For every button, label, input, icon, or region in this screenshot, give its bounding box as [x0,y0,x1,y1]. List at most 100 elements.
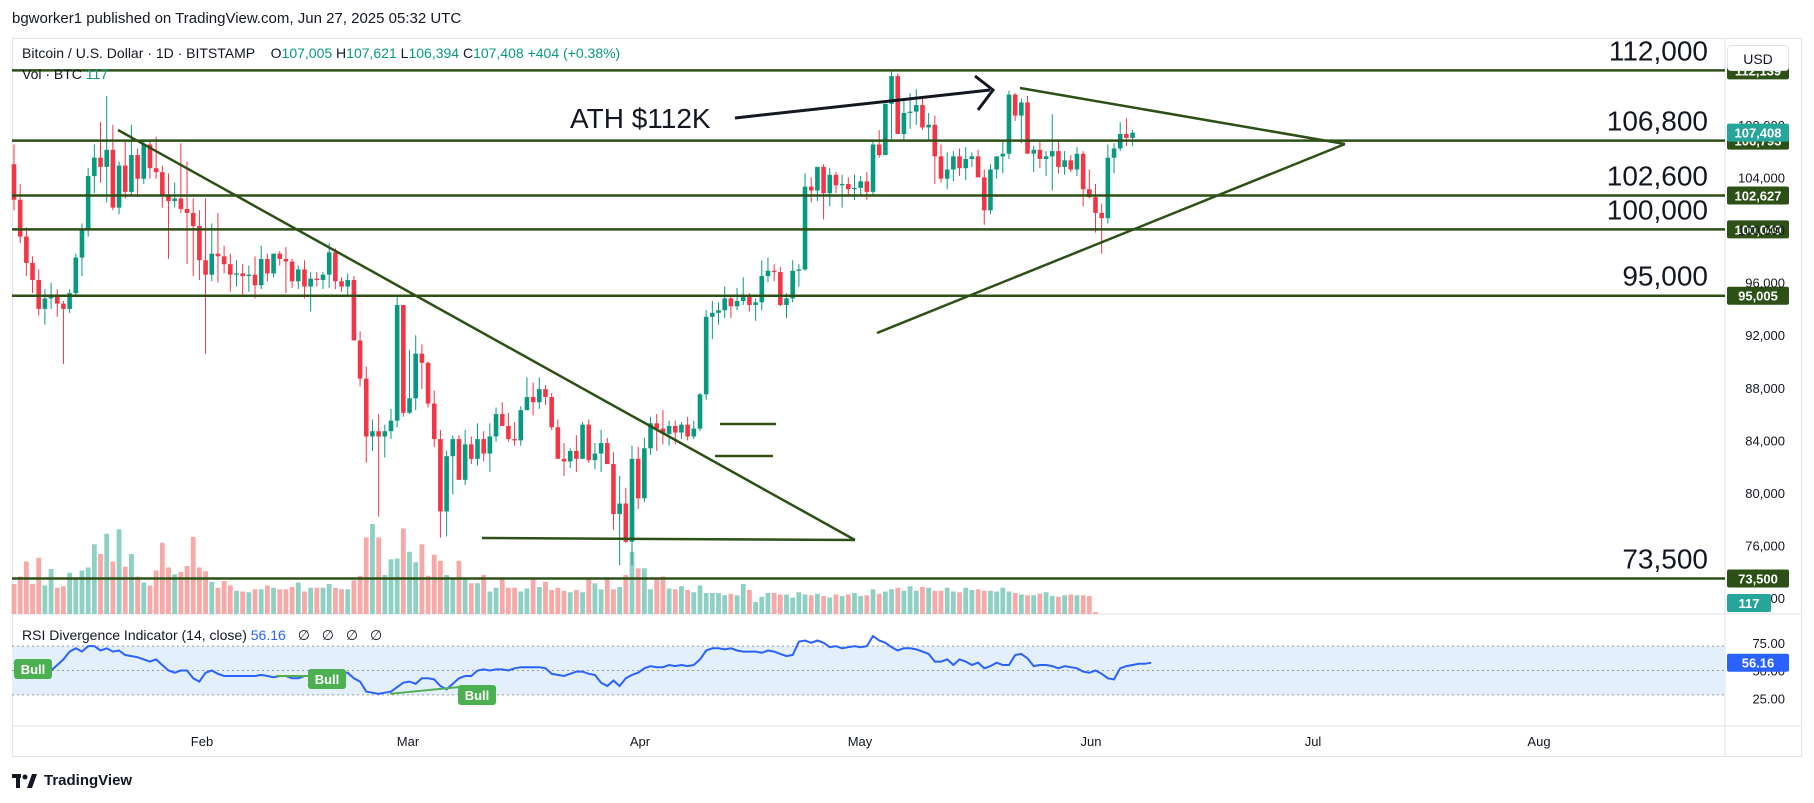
volume-bar [135,576,140,614]
candle-body [895,76,901,134]
candle [394,295,400,428]
volume-bar [400,528,406,614]
candle [295,265,301,290]
candle [302,260,307,299]
candle [499,402,505,426]
tradingview-logo-icon [12,773,37,788]
candle [487,423,493,472]
candle-body [129,155,134,192]
volume-bar [536,587,542,614]
candle [203,198,208,354]
volume-bar [988,590,993,614]
candle-body [67,293,72,309]
candle [654,414,660,451]
candle-body [827,174,833,194]
volume-bar [981,590,987,614]
candle [802,173,808,271]
volume-bar [357,575,363,614]
change-value: +404 (+0.38%) [527,45,621,61]
candle-body [469,444,474,459]
candle [85,168,91,237]
chart-frame [12,38,1802,757]
candle-body [413,353,418,399]
candle-body [555,427,561,459]
candle-body [740,297,746,302]
time-axis-label: May [848,734,873,749]
volume-bar [969,590,975,614]
candle [54,289,60,317]
candle [858,176,863,195]
volume-bar [685,590,691,614]
candle-body [679,424,684,433]
candle [1074,147,1080,177]
last-rsi-tag [1727,653,1789,672]
volume-bar [796,592,802,614]
level-label: 95,000 [1622,261,1708,292]
candle [469,436,474,465]
candle [530,382,536,416]
volume-bar [852,593,857,614]
candle-body [574,450,579,459]
candle-body [1031,149,1036,154]
volume-bar [1031,595,1037,614]
volume-bar [691,592,697,614]
candle [778,266,783,307]
level-price-tag-text: 95,005 [1738,289,1778,304]
candle [1049,114,1055,191]
level-price-tag [1727,220,1789,239]
candle-body [493,414,499,437]
candle-body [252,274,258,286]
volume-bar [1062,595,1067,614]
candle [784,293,789,319]
candle-body [697,394,703,429]
candle [1031,145,1036,173]
volume-legend: Vol · BTC 117 [22,66,108,82]
volume-bar [277,589,283,614]
bull-label-text: Bull [465,688,490,703]
candle-body [981,177,987,211]
candle-body [73,257,79,294]
volume-bar [215,587,221,614]
candle [876,130,882,158]
volume-bar [1056,596,1061,614]
candle-body [889,76,894,104]
candle-body [17,199,23,237]
volume-bar [957,592,962,614]
volume-bar [870,589,876,614]
candle [1012,93,1018,121]
volume-bar [753,602,758,614]
volume-bar [246,592,252,614]
volume-bar [907,586,913,614]
candle-body [753,302,758,305]
candle [796,264,802,287]
volume-bar [332,587,338,614]
volume-bar [963,587,969,614]
candle-body [240,273,245,277]
candle-body [425,362,431,404]
candle [734,287,740,311]
candle-body [54,294,60,304]
candle-body [209,253,215,275]
candle [333,248,338,290]
candle [153,136,159,179]
currency-selector[interactable]: USD [1727,45,1789,71]
candle-body [988,169,993,211]
footer-brand[interactable]: TradingView [12,772,132,789]
volume-bar [629,551,635,614]
candle-body [475,439,480,459]
candle-body [796,269,802,271]
candle-body [456,439,462,480]
candle-body [499,414,505,426]
candle-body [839,183,845,186]
volume-bar [444,575,449,614]
candle [846,177,851,196]
candle-body [648,423,653,449]
volume-bar [234,590,239,614]
volume-bar [549,590,555,614]
volume-bar [1093,612,1098,614]
volume-bar [1000,587,1006,614]
volume-bar [23,561,29,614]
candle-body [604,443,610,465]
ath-arrow-shaft [734,88,991,120]
